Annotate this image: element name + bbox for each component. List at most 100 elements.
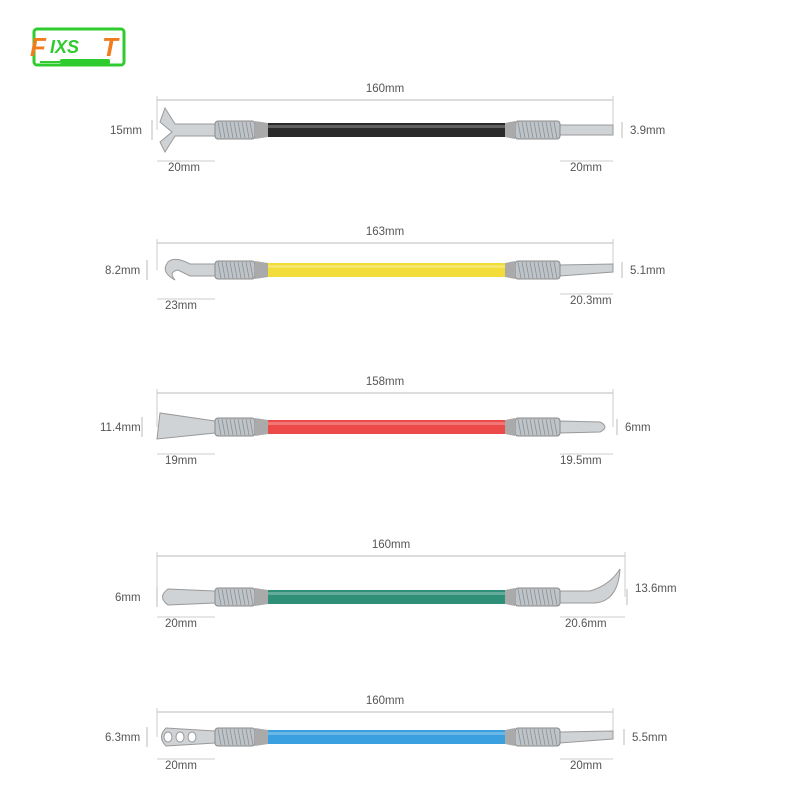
handle	[258, 590, 515, 604]
round-tip	[162, 588, 216, 606]
handle-collar	[255, 418, 268, 436]
knurled-ferrule	[514, 120, 561, 140]
knurl	[245, 588, 250, 606]
knurl	[529, 588, 534, 606]
knurl	[237, 121, 242, 139]
right-length-label: 20.3mm	[570, 295, 612, 307]
handle-collar	[505, 728, 515, 746]
knurl	[217, 261, 222, 279]
knurl	[521, 121, 526, 139]
knurl	[541, 261, 546, 279]
knurl	[533, 261, 538, 279]
handle	[258, 123, 515, 137]
round-tip	[559, 420, 606, 434]
left-length-label: 20mm	[165, 618, 197, 630]
handle-highlight	[258, 422, 515, 425]
knurl	[525, 728, 530, 746]
knurl	[545, 261, 550, 279]
knurl	[245, 261, 250, 279]
right-length-label: 20mm	[570, 760, 602, 772]
knurl	[225, 121, 230, 139]
handle-highlight	[258, 732, 515, 735]
left-height-label: 6.3mm	[105, 732, 140, 744]
knurl	[249, 728, 254, 746]
knurl	[549, 588, 554, 606]
knurl	[517, 261, 522, 279]
knurl	[221, 121, 226, 139]
knurl	[545, 728, 550, 746]
knurl	[533, 728, 538, 746]
handle-collar	[255, 261, 268, 279]
knurl	[549, 121, 554, 139]
knurl	[221, 588, 226, 606]
left-length-label: 20mm	[165, 760, 197, 772]
knurl	[517, 588, 522, 606]
knurl	[225, 588, 230, 606]
total-length-label: 160mm	[366, 83, 404, 95]
handle	[258, 730, 515, 744]
tool-1: 160mm 15mm 20mm 20mm 3.9mm	[110, 83, 665, 174]
knurl	[521, 261, 526, 279]
knurl	[233, 261, 238, 279]
knurl	[233, 418, 238, 436]
left-height-label: 6mm	[115, 592, 141, 604]
hook-tip	[164, 258, 216, 281]
knurl	[221, 728, 226, 746]
knurled-ferrule	[514, 587, 561, 607]
knurl	[529, 261, 534, 279]
knurl	[533, 418, 538, 436]
left-length-label: 19mm	[165, 455, 197, 467]
knurl	[521, 588, 526, 606]
knurl	[221, 418, 226, 436]
handle-collar	[255, 588, 268, 606]
knurl	[537, 121, 542, 139]
knurl	[537, 418, 542, 436]
handle-highlight	[258, 265, 515, 268]
knurl	[521, 728, 526, 746]
knurl	[229, 418, 234, 436]
logo-graphic: F IXS T	[30, 27, 126, 67]
knurl	[549, 418, 554, 436]
svg-text:F: F	[30, 32, 47, 62]
knurl	[217, 588, 222, 606]
knurl	[545, 588, 550, 606]
knurl	[517, 418, 522, 436]
slot	[163, 731, 173, 743]
knurl	[245, 121, 250, 139]
knurl	[237, 728, 242, 746]
knurl	[553, 261, 558, 279]
knurl	[549, 261, 554, 279]
svg-text:T: T	[102, 32, 120, 62]
knurl	[541, 728, 546, 746]
tool-2: 163mm 8.2mm 23mm 20.3mm 5.1mm	[105, 226, 665, 312]
tool-3: 158mm 11.4mm 19mm 19.5mm 6mm	[100, 376, 651, 467]
knurl	[533, 121, 538, 139]
knurl	[233, 588, 238, 606]
knurl	[529, 121, 534, 139]
total-length-label: 160mm	[372, 539, 410, 551]
knurl	[241, 728, 246, 746]
handle	[258, 263, 515, 277]
slot	[175, 731, 185, 743]
knurl	[529, 418, 534, 436]
knurl	[245, 418, 250, 436]
knurl	[553, 121, 558, 139]
knurl	[525, 588, 530, 606]
knurled-ferrule	[514, 260, 561, 280]
knurl	[553, 728, 558, 746]
knurl	[233, 728, 238, 746]
knurl	[241, 588, 246, 606]
handle-highlight	[258, 125, 515, 128]
knurl	[233, 121, 238, 139]
knurl	[225, 728, 230, 746]
knurl	[537, 261, 542, 279]
flat-tip	[559, 124, 614, 136]
knurl	[229, 728, 234, 746]
knurl	[533, 588, 538, 606]
knurl	[549, 728, 554, 746]
knurl	[237, 418, 242, 436]
knurl	[217, 121, 222, 139]
knurl	[245, 728, 250, 746]
knurl	[541, 588, 546, 606]
